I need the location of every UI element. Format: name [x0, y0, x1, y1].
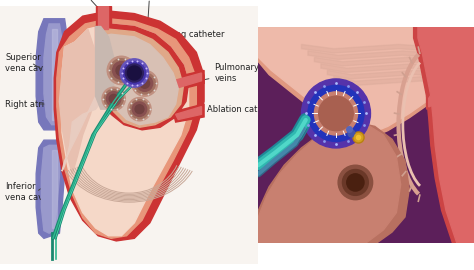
Polygon shape — [52, 29, 57, 120]
Circle shape — [338, 165, 373, 200]
Polygon shape — [428, 49, 474, 107]
Polygon shape — [62, 78, 103, 171]
Polygon shape — [321, 64, 438, 72]
Polygon shape — [427, 45, 474, 109]
Polygon shape — [173, 104, 204, 122]
Polygon shape — [171, 70, 204, 91]
Circle shape — [130, 100, 149, 119]
Text: Mapping catheter: Mapping catheter — [144, 30, 224, 66]
Text: Inferior
vena cava: Inferior vena cava — [5, 182, 48, 202]
Polygon shape — [176, 107, 201, 120]
Polygon shape — [98, 6, 109, 29]
Polygon shape — [96, 26, 114, 109]
Circle shape — [104, 89, 123, 108]
Polygon shape — [258, 27, 474, 131]
Polygon shape — [334, 77, 442, 85]
Text: Right atrium: Right atrium — [5, 100, 58, 109]
Text: Treated areas: Treated areas — [91, 27, 148, 65]
Text: Ablation catheter: Ablation catheter — [189, 105, 280, 114]
Circle shape — [113, 62, 130, 79]
Polygon shape — [414, 27, 474, 243]
Polygon shape — [59, 29, 98, 174]
Circle shape — [135, 105, 144, 114]
Polygon shape — [301, 45, 431, 53]
Circle shape — [107, 56, 136, 85]
Circle shape — [120, 59, 148, 87]
Circle shape — [319, 96, 353, 131]
Polygon shape — [98, 29, 183, 127]
Polygon shape — [57, 19, 196, 238]
Circle shape — [107, 92, 121, 106]
Polygon shape — [418, 27, 474, 243]
Text: Superior
vena cava: Superior vena cava — [5, 53, 48, 73]
Circle shape — [140, 78, 150, 88]
Circle shape — [102, 87, 125, 110]
Circle shape — [128, 66, 141, 80]
Circle shape — [109, 94, 118, 103]
Polygon shape — [328, 70, 439, 79]
Circle shape — [132, 102, 147, 116]
Polygon shape — [36, 140, 64, 238]
Text: Pulmonary vein: Pulmonary vein — [50, 0, 116, 12]
Circle shape — [308, 85, 364, 141]
Circle shape — [128, 97, 151, 121]
Polygon shape — [173, 73, 201, 89]
Polygon shape — [96, 24, 189, 130]
Polygon shape — [101, 34, 178, 125]
Polygon shape — [36, 19, 70, 130]
Polygon shape — [41, 145, 59, 233]
Circle shape — [132, 70, 157, 96]
Circle shape — [123, 62, 146, 84]
Circle shape — [137, 75, 153, 91]
Text: Left atrium: Left atrium — [127, 0, 173, 29]
Polygon shape — [258, 122, 410, 243]
Circle shape — [314, 92, 357, 135]
Polygon shape — [258, 122, 401, 243]
Polygon shape — [314, 57, 435, 66]
Polygon shape — [96, 6, 111, 29]
Polygon shape — [52, 150, 57, 228]
Text: Pulmonary
veins: Pulmonary veins — [201, 63, 259, 83]
Circle shape — [347, 174, 364, 191]
Circle shape — [301, 79, 371, 148]
Circle shape — [125, 64, 143, 82]
Polygon shape — [54, 11, 204, 241]
Circle shape — [342, 170, 368, 195]
Polygon shape — [308, 51, 433, 59]
Polygon shape — [62, 24, 189, 236]
Polygon shape — [44, 24, 64, 125]
Polygon shape — [258, 27, 474, 135]
Circle shape — [110, 59, 133, 82]
Circle shape — [116, 65, 127, 76]
Circle shape — [134, 73, 155, 94]
